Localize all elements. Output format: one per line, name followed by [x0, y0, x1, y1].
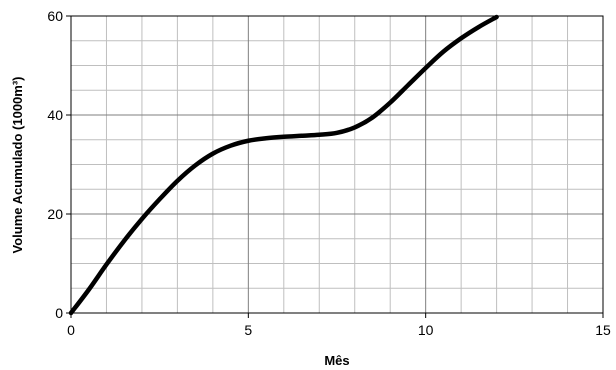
series-group [68, 14, 499, 316]
x-tick-labels: 0 5 10 15 [67, 322, 611, 338]
y-tick-labels: 0 20 40 60 [47, 8, 63, 321]
x-tick-label: 10 [418, 322, 434, 338]
plot-area-border [70, 15, 604, 314]
y-tick-label: 0 [55, 305, 63, 321]
y-axis-title: Volume Acumulado (1000m³) [10, 77, 25, 254]
plot-frame [66, 15, 604, 318]
series-line-0 [68, 14, 499, 316]
x-tick-label: 15 [595, 322, 611, 338]
x-axis-title: Mês [324, 353, 349, 368]
y-tick-label: 40 [47, 107, 63, 123]
x-tick-label: 0 [67, 322, 75, 338]
x-tick-label: 5 [244, 322, 252, 338]
y-tick-label: 20 [47, 206, 63, 222]
minor-gridlines [71, 16, 603, 313]
y-tick-label: 60 [47, 8, 63, 24]
